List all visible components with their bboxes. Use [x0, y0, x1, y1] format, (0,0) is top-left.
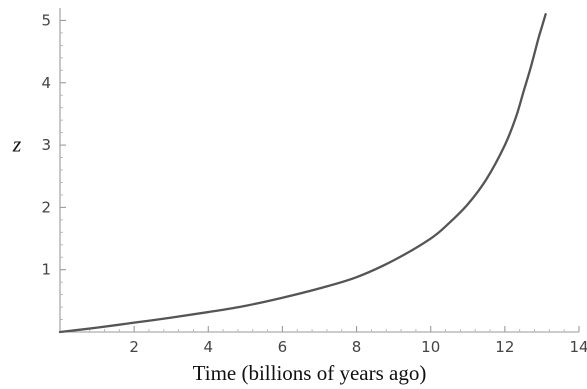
series-layer: [58, 13, 547, 334]
x-tick-label: 12: [495, 338, 514, 356]
x-tick-label: 4: [204, 338, 214, 356]
y-axis-title: z: [12, 131, 22, 156]
y-tick-label: 2: [41, 198, 51, 216]
x-tick-label: 10: [421, 338, 440, 356]
y-tick-label: 3: [41, 136, 51, 154]
y-axis-ticks: 1 2 3 4 5: [41, 11, 66, 320]
x-tick-label: 6: [278, 338, 288, 356]
x-tick-label: 14: [569, 338, 587, 356]
x-axis-ticks: 2 4 6 8 10 12 14: [74, 326, 587, 356]
x-axis-title: Time (billions of years ago): [193, 361, 427, 385]
redshift-curve: [58, 13, 547, 334]
x-tick-label: 2: [129, 338, 139, 356]
y-tick-label: 5: [41, 11, 51, 29]
y-tick-label: 1: [41, 261, 51, 279]
x-tick-label: 8: [352, 338, 362, 356]
y-tick-label: 4: [41, 74, 51, 92]
